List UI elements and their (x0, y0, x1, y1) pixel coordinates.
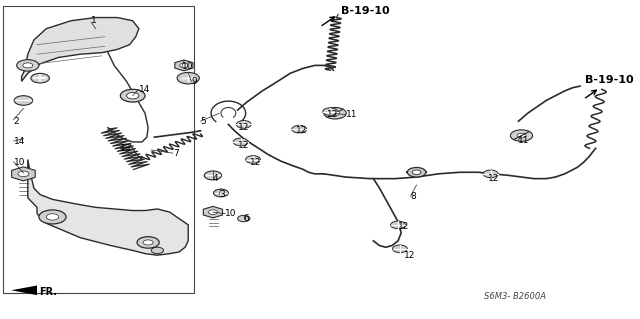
Text: 12: 12 (488, 174, 499, 183)
Polygon shape (12, 167, 35, 181)
Text: S6M3- B2600A: S6M3- B2600A (484, 293, 547, 301)
Text: 6: 6 (244, 214, 250, 223)
Text: 12: 12 (398, 222, 410, 231)
Circle shape (246, 156, 260, 163)
Text: 14: 14 (13, 137, 25, 146)
Circle shape (331, 111, 340, 115)
Circle shape (180, 63, 188, 68)
Circle shape (18, 171, 29, 177)
Text: 1: 1 (92, 16, 97, 25)
Text: 12: 12 (296, 126, 308, 135)
Text: 10: 10 (182, 63, 193, 71)
Text: 12: 12 (404, 251, 415, 260)
Bar (3, 6, 195, 293)
Circle shape (209, 210, 218, 214)
Circle shape (177, 72, 199, 84)
Circle shape (390, 221, 406, 229)
Text: 12: 12 (327, 110, 339, 119)
Text: 9: 9 (191, 77, 197, 86)
Polygon shape (11, 286, 37, 295)
Text: B-19-10: B-19-10 (340, 6, 389, 16)
Text: 11: 11 (346, 110, 357, 119)
Text: 12: 12 (237, 141, 249, 150)
Circle shape (143, 240, 153, 245)
Text: B-19-10: B-19-10 (585, 75, 634, 85)
Text: 3: 3 (219, 190, 225, 199)
Circle shape (31, 73, 49, 83)
Circle shape (517, 133, 526, 138)
Circle shape (151, 247, 164, 254)
Text: 12: 12 (250, 158, 261, 167)
Text: 10: 10 (225, 209, 237, 218)
Circle shape (214, 189, 228, 197)
Text: 5: 5 (200, 117, 206, 126)
Text: 13: 13 (120, 144, 132, 153)
Circle shape (323, 108, 337, 115)
Circle shape (23, 63, 33, 68)
Polygon shape (175, 60, 193, 71)
Circle shape (127, 93, 139, 99)
Text: 7: 7 (173, 149, 179, 158)
Polygon shape (204, 206, 223, 218)
Circle shape (17, 60, 39, 71)
Circle shape (46, 214, 59, 220)
Text: 4: 4 (213, 174, 218, 183)
Circle shape (412, 170, 421, 174)
Circle shape (137, 237, 159, 248)
Circle shape (392, 245, 407, 253)
Polygon shape (22, 18, 139, 81)
Circle shape (14, 96, 33, 105)
Circle shape (120, 89, 145, 102)
Circle shape (510, 130, 532, 141)
Text: 2: 2 (13, 117, 19, 126)
Circle shape (237, 215, 250, 222)
Text: 14: 14 (139, 85, 150, 94)
Circle shape (204, 171, 221, 180)
Polygon shape (28, 160, 188, 255)
Text: 11: 11 (518, 136, 530, 145)
Text: 10: 10 (13, 158, 25, 167)
Circle shape (324, 108, 346, 119)
Circle shape (483, 170, 498, 178)
Circle shape (39, 210, 66, 224)
Circle shape (407, 167, 426, 177)
Circle shape (292, 125, 307, 133)
Text: 12: 12 (237, 123, 249, 132)
Circle shape (236, 121, 251, 128)
Text: FR.: FR. (39, 287, 57, 297)
Text: 8: 8 (410, 192, 416, 201)
Circle shape (234, 138, 248, 146)
